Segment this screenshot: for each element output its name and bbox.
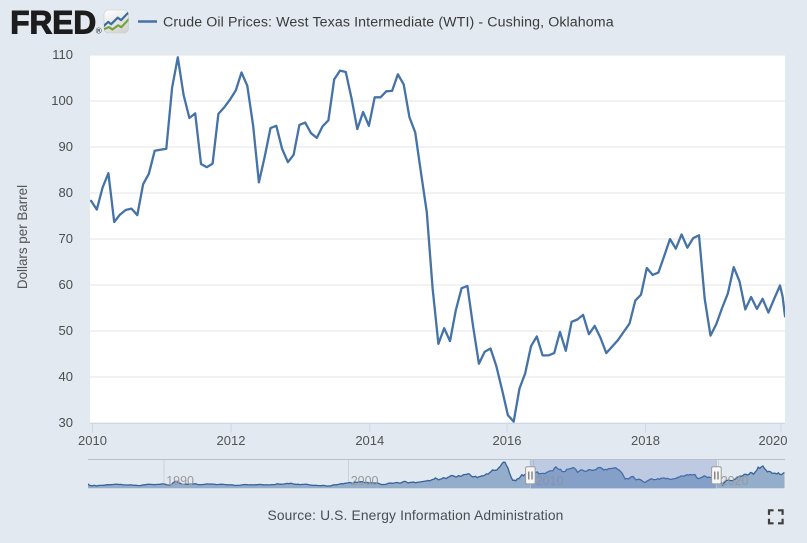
svg-text:80: 80	[59, 185, 73, 200]
svg-text:2010: 2010	[78, 433, 107, 448]
svg-text:2020: 2020	[721, 474, 749, 488]
svg-text:®: ®	[96, 26, 102, 35]
svg-text:40: 40	[59, 369, 73, 384]
svg-text:Dollars per Barrel: Dollars per Barrel	[15, 185, 30, 289]
svg-text:110: 110	[52, 47, 73, 62]
svg-text:60: 60	[59, 277, 73, 292]
svg-text:FRED: FRED	[10, 5, 96, 41]
svg-text:2000: 2000	[351, 474, 379, 488]
svg-text:50: 50	[59, 323, 73, 338]
svg-text:Crude Oil Prices: West Texas I: Crude Oil Prices: West Texas Intermediat…	[163, 14, 614, 30]
svg-text:90: 90	[59, 139, 73, 154]
svg-text:2010: 2010	[536, 474, 564, 488]
svg-text:2014: 2014	[355, 433, 384, 448]
svg-text:Source: U.S. Energy Informatio: Source: U.S. Energy Information Administ…	[267, 508, 563, 523]
svg-text:70: 70	[59, 231, 73, 246]
svg-text:2016: 2016	[493, 433, 522, 448]
svg-text:30: 30	[59, 415, 73, 430]
svg-text:2018: 2018	[631, 433, 660, 448]
svg-text:100: 100	[51, 93, 73, 108]
svg-text:1990: 1990	[166, 474, 194, 488]
svg-text:2020: 2020	[759, 433, 788, 448]
svg-text:2012: 2012	[217, 433, 246, 448]
